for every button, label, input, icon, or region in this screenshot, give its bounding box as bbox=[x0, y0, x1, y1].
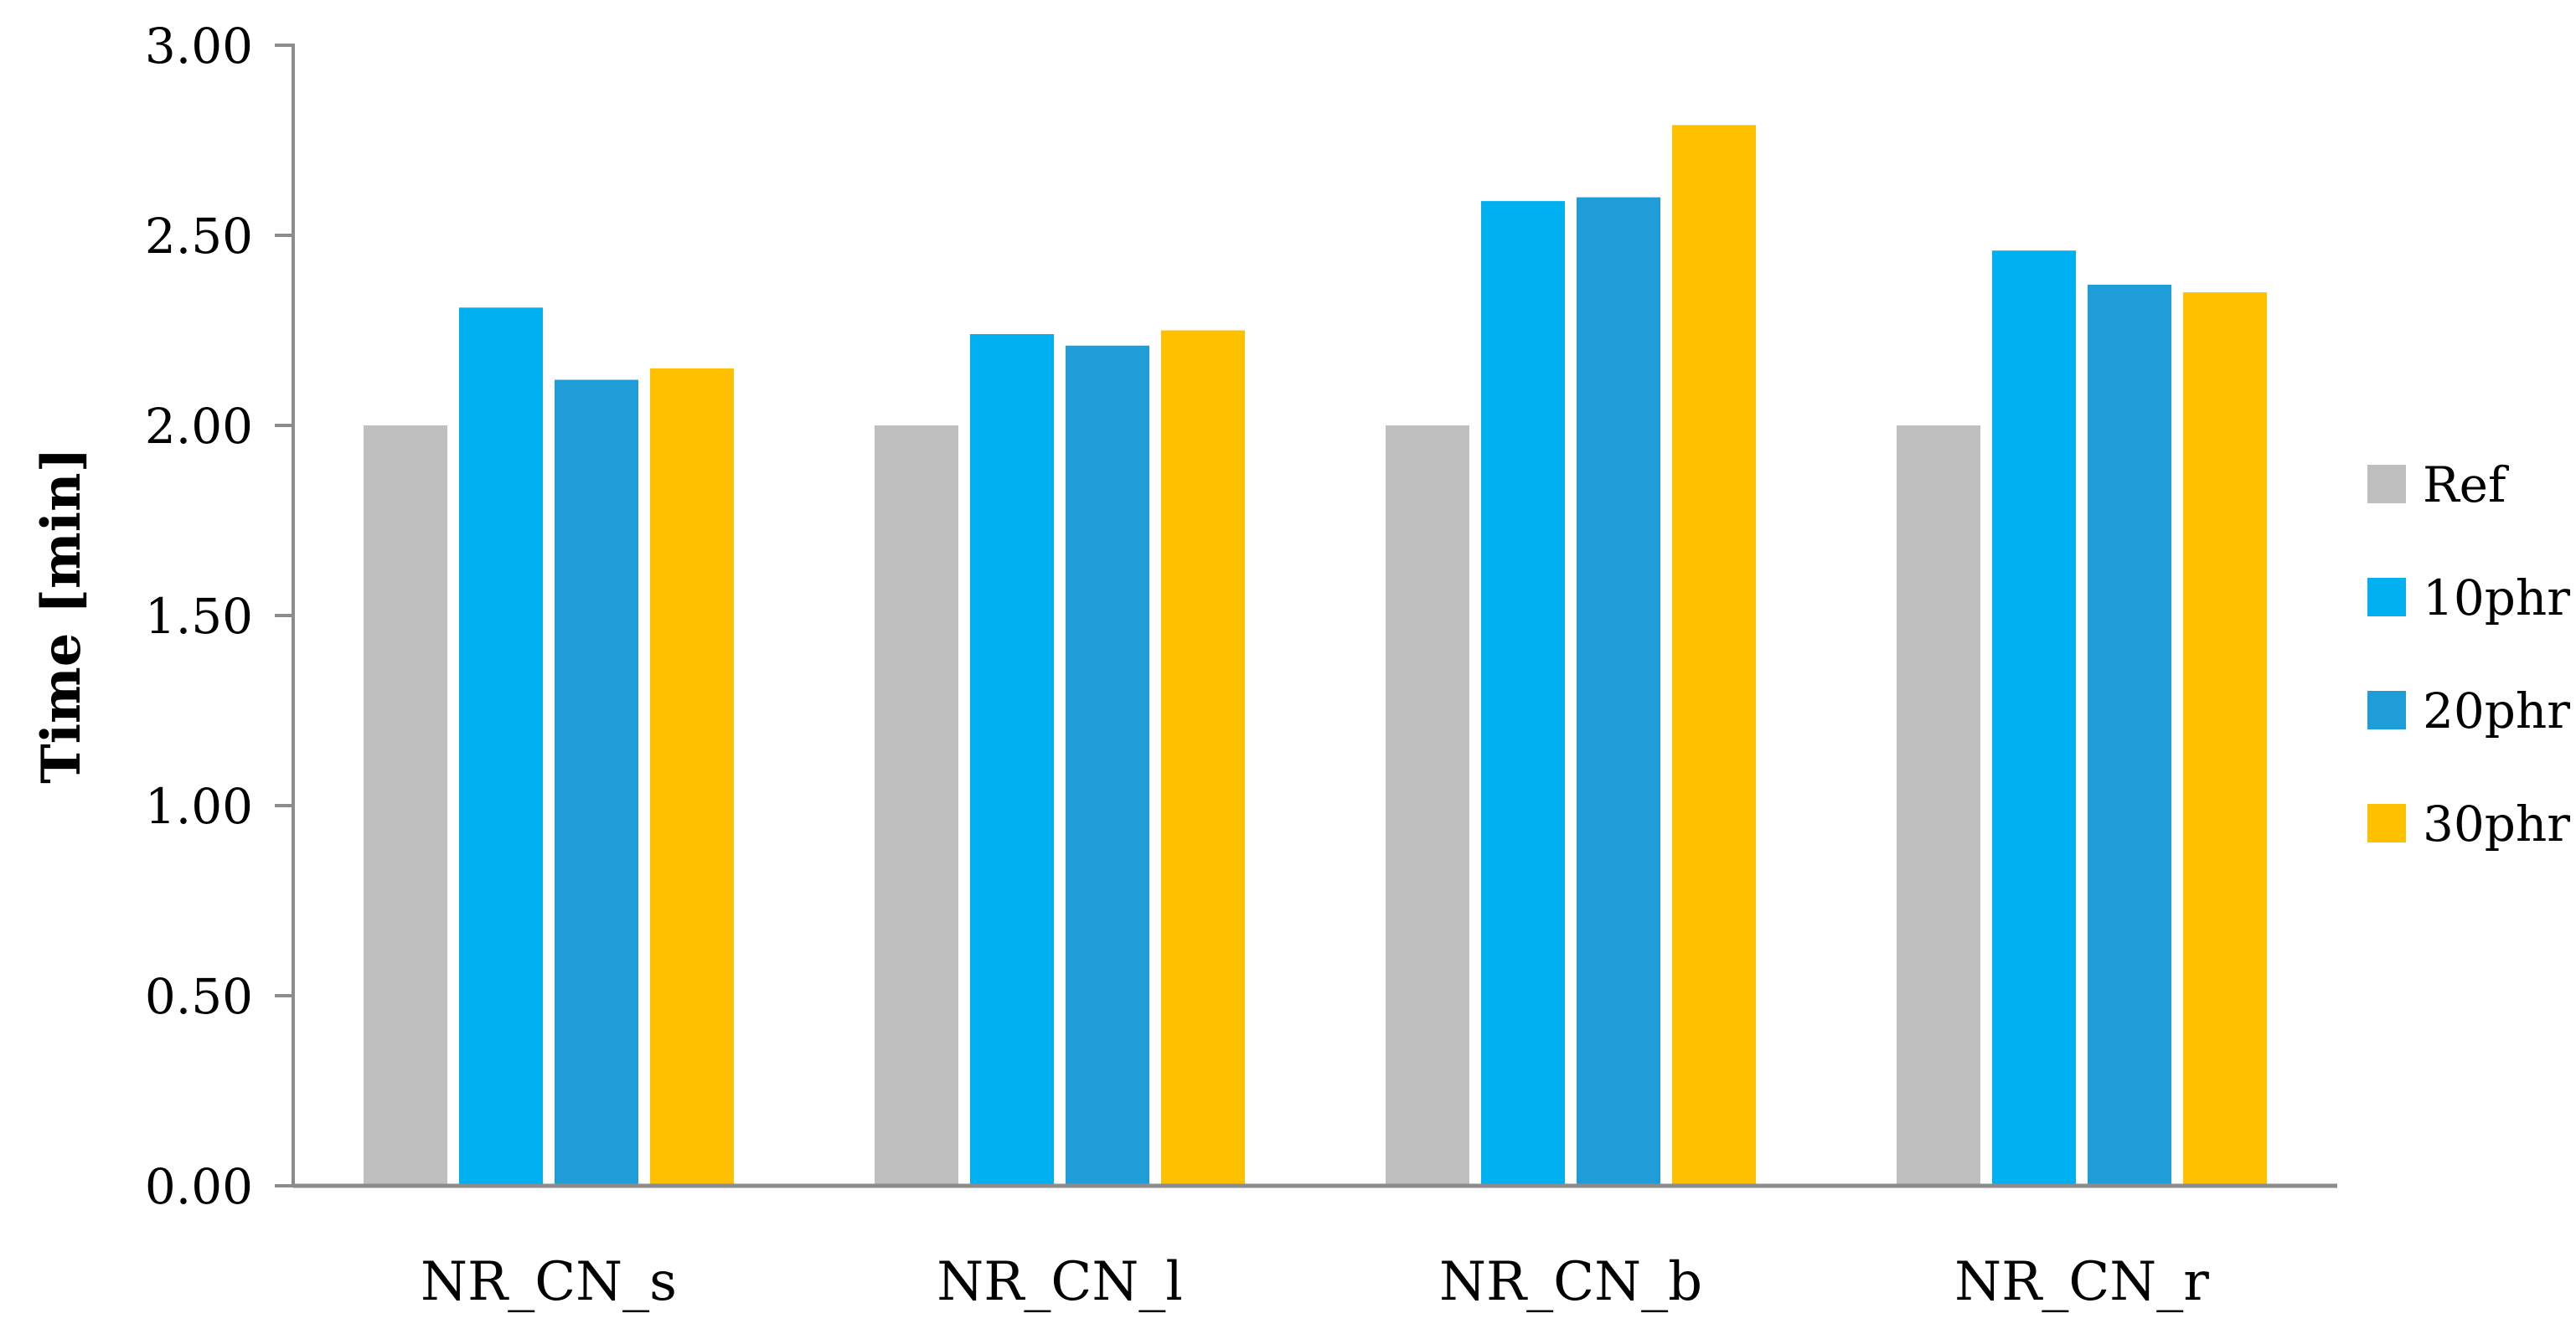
bar-NR_CN_l-10phr bbox=[970, 334, 1054, 1186]
bar-NR_CN_l-20phr bbox=[1066, 345, 1149, 1186]
legend-swatch-30phr bbox=[2367, 804, 2406, 842]
legend-label-20phr: 20phr bbox=[2423, 683, 2570, 739]
x-category-label-NR_CN_s: NR_CN_s bbox=[421, 1251, 677, 1313]
bar-NR_CN_b-Ref bbox=[1386, 425, 1469, 1186]
bar-NR_CN_r-10phr bbox=[1992, 250, 2076, 1187]
bar-NR_CN_r-Ref bbox=[1897, 425, 1980, 1186]
plot-layer: 0.00 0.50 1.00 1.50 2.00 2.50 3.00 NR_CN_s NR_CN… bbox=[145, 18, 2570, 1313]
bar-NR_CN_s-Ref bbox=[364, 425, 447, 1186]
bar-NR_CN_s-30phr bbox=[650, 368, 734, 1186]
legend-swatch-10phr bbox=[2367, 578, 2406, 616]
x-category-label-NR_CN_r: NR_CN_r bbox=[1954, 1251, 2209, 1313]
y-tick-label-3.00: 3.00 bbox=[145, 18, 253, 75]
bar-NR_CN_r-30phr bbox=[2183, 292, 2267, 1187]
y-axis-title: Time [min] bbox=[30, 447, 93, 784]
legend-label-10phr: 10phr bbox=[2423, 569, 2570, 626]
bar-NR_CN_b-30phr bbox=[1672, 125, 1756, 1186]
legend-swatch-Ref bbox=[2367, 465, 2406, 503]
y-tick-label-1.50: 1.50 bbox=[145, 588, 253, 645]
bar-NR_CN_s-20phr bbox=[555, 379, 638, 1186]
bar-NR_CN_b-20phr bbox=[1577, 197, 1660, 1187]
y-tick-label-1.00: 1.00 bbox=[145, 778, 253, 835]
bar-NR_CN_l-Ref bbox=[875, 425, 958, 1186]
x-category-label-NR_CN_b: NR_CN_b bbox=[1439, 1251, 1702, 1313]
bar-NR_CN_l-30phr bbox=[1161, 330, 1245, 1186]
legend-label-30phr: 30phr bbox=[2423, 796, 2570, 853]
y-tick-label-2.50: 2.50 bbox=[145, 208, 253, 265]
bar-NR_CN_s-10phr bbox=[459, 307, 543, 1186]
y-tick-label-0.50: 0.50 bbox=[145, 968, 253, 1025]
y-tick-label-0.00: 0.00 bbox=[145, 1158, 253, 1215]
legend-swatch-20phr bbox=[2367, 691, 2406, 729]
bar-NR_CN_b-10phr bbox=[1481, 201, 1565, 1187]
y-tick-label-2.00: 2.00 bbox=[145, 398, 253, 455]
legend-label-Ref: Ref bbox=[2423, 456, 2509, 513]
bar-NR_CN_r-20phr bbox=[2088, 285, 2171, 1186]
x-category-label-NR_CN_l: NR_CN_l bbox=[937, 1251, 1183, 1313]
